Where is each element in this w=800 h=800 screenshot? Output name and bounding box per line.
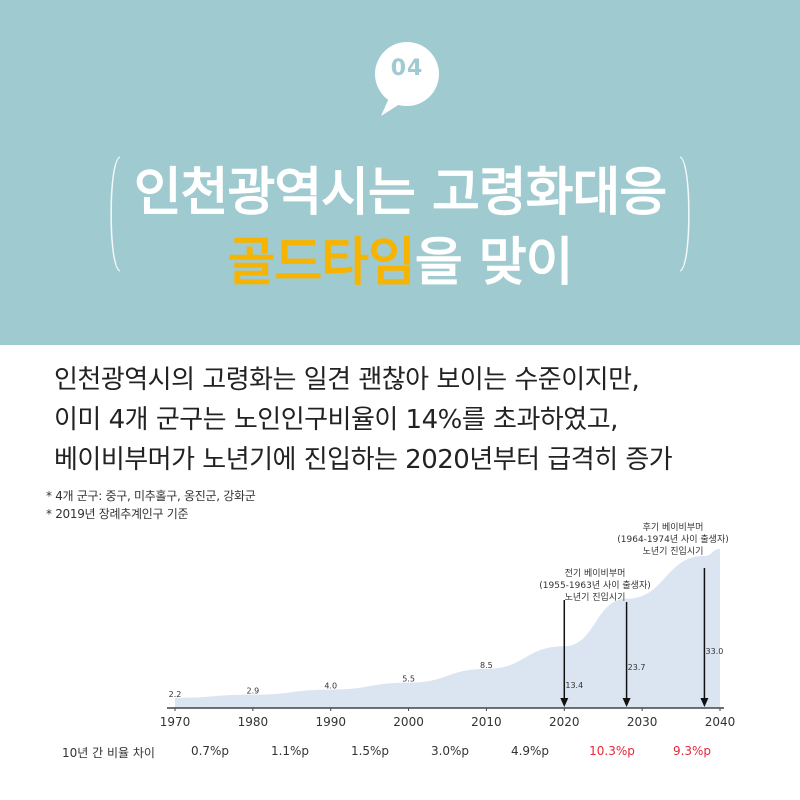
x-tick-label: 1990 <box>315 715 346 729</box>
diff-row-label: 10년 간 비율 차이 <box>62 746 155 760</box>
title-highlight: 골드타임 <box>227 233 416 293</box>
data-label: 4.0 <box>324 682 337 691</box>
footnote-districts: * 4개 군구: 중구, 미추홀구, 옹진군, 강화군 <box>46 489 256 503</box>
diff-value: 1.5%p <box>350 744 390 758</box>
x-tick-label: 2030 <box>627 715 658 729</box>
aging-ratio-chart: 2.2 2.9 4.0 5.5 8.5 13.4 23.7 33.0 1970 1980 1990 2… <box>160 522 736 729</box>
x-tick-label: 2000 <box>393 715 424 729</box>
data-label: 2.2 <box>169 690 182 699</box>
page-title-line1: 인천광역시는 고령화대응 <box>133 163 667 223</box>
data-label: 5.5 <box>402 675 415 684</box>
diff-value: 3.0%p <box>430 744 470 758</box>
summary-line: 베이비부머가 노년기에 진입하는 2020년부터 급격히 증가 <box>54 445 673 475</box>
data-label: 13.4 <box>565 681 583 690</box>
data-label: 23.7 <box>628 663 646 672</box>
annotation-text: 전기 베이비부머 <box>565 568 626 579</box>
x-tick-label: 2010 <box>471 715 502 729</box>
x-tick-label: 2040 <box>705 715 736 729</box>
speech-bubble-icon <box>375 42 439 116</box>
annotation-text: (1955-1963년 사이 출생자) <box>539 580 650 591</box>
milestone-arrow-head <box>622 698 631 707</box>
data-label: 2.9 <box>246 687 259 696</box>
diff-value: 0.7%p <box>190 744 230 758</box>
title-rest: 을 맞이 <box>414 233 574 293</box>
x-tick-label: 1970 <box>160 715 191 729</box>
diff-value: 4.9%p <box>510 744 550 758</box>
diff-value: 1.1%p <box>270 744 310 758</box>
annotation-text: (1964-1974년 사이 출생자) <box>617 534 728 545</box>
milestone-arrow-head <box>700 698 709 707</box>
right-bracket-ornament <box>679 156 690 272</box>
milestone-arrow-head <box>560 698 569 707</box>
diff-value: 10.3%p <box>589 744 635 758</box>
section-number: 04 <box>390 56 424 81</box>
page-title-line2: 골드타임을 맞이 <box>0 220 800 295</box>
data-label: 8.5 <box>480 661 493 670</box>
diff-value: 9.3%p <box>672 744 712 758</box>
summary-line: 인천광역시의 고령화는 일견 괜찮아 보이는 수준이지만, <box>54 365 640 395</box>
x-tick-label: 1980 <box>238 715 269 729</box>
summary-text: 인천광역시의 고령화는 일견 괜찮아 보이는 수준이지만, 이미 4개 군구는 … <box>54 360 774 480</box>
left-bracket-ornament <box>110 156 121 272</box>
annotation-text: 후기 베이비부머 <box>643 522 704 533</box>
summary-line: 이미 4개 군구는 노인인구비율이 14%를 초과하였고, <box>54 405 618 435</box>
annotation-text: 노년기 진입시기 <box>643 545 704 557</box>
series-area <box>175 549 720 708</box>
x-tick-label: 2020 <box>549 715 580 729</box>
annotation-text: 노년기 진입시기 <box>565 591 626 603</box>
footnote-source: * 2019년 장례추계인구 기준 <box>46 507 189 521</box>
data-label: 33.0 <box>706 647 724 656</box>
ratio-difference-row: 10년 간 비율 차이 0.7%p 1.1%p 1.5%p 3.0%p 4.9%p 10.… <box>0 744 800 764</box>
